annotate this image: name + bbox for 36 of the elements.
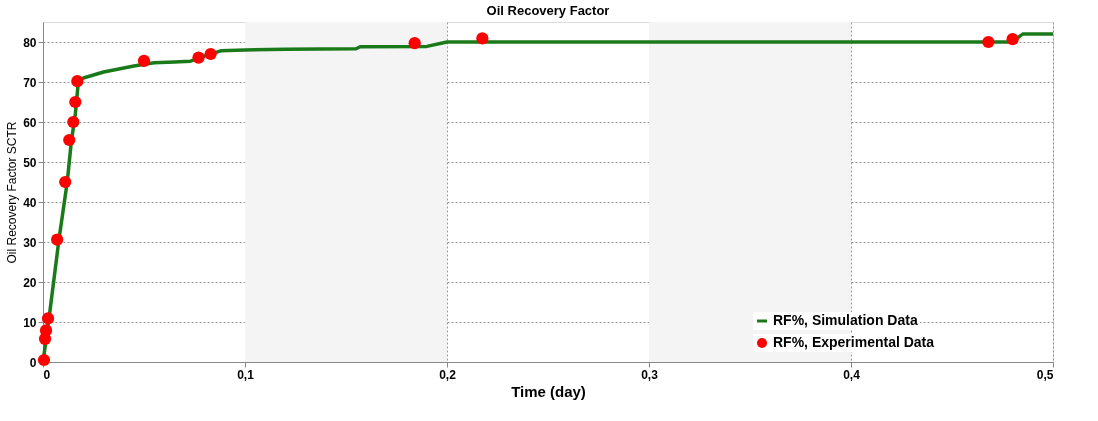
point <box>192 51 205 64</box>
point <box>41 312 55 325</box>
legend-label: RF%, Simulation Data <box>773 312 918 328</box>
point <box>63 133 76 147</box>
y-tick-label: 80 <box>23 35 37 50</box>
point <box>67 115 80 129</box>
x-tick-label: 0,3 <box>641 367 659 382</box>
point <box>69 95 82 109</box>
y-tick-label: 20 <box>23 275 37 290</box>
point <box>137 54 151 67</box>
x-tick-label: 0,5 <box>1036 367 1054 382</box>
legend-label: RF%, Experimental Data <box>773 334 935 350</box>
y-tick-label: 10 <box>23 315 37 330</box>
point <box>982 35 995 49</box>
point <box>476 32 489 45</box>
y-tick-label: 40 <box>23 195 37 210</box>
y-axis-title: Oil Recovery Factor SCTR <box>5 121 20 264</box>
point <box>1006 33 1019 46</box>
x-tick-label: 0 <box>43 367 51 382</box>
point <box>71 75 84 88</box>
x-tick-label: 0,1 <box>237 367 255 382</box>
x-tick-label: 0,2 <box>439 367 457 382</box>
x-axis-title: Time (day) <box>511 382 586 400</box>
x-tick-label: 0,4 <box>843 367 861 382</box>
point <box>59 175 72 189</box>
point <box>37 353 51 367</box>
point <box>51 233 64 246</box>
point <box>204 47 217 61</box>
y-tick-label: 60 <box>23 115 37 130</box>
y-tick-label: 30 <box>23 235 37 250</box>
point <box>408 37 421 50</box>
chart-title: Oil Recovery Factor <box>486 3 610 18</box>
y-tick-label: 70 <box>23 75 37 90</box>
y-tick-label: 50 <box>23 155 37 170</box>
y-tick-label: 0 <box>29 355 37 370</box>
point <box>39 324 53 337</box>
